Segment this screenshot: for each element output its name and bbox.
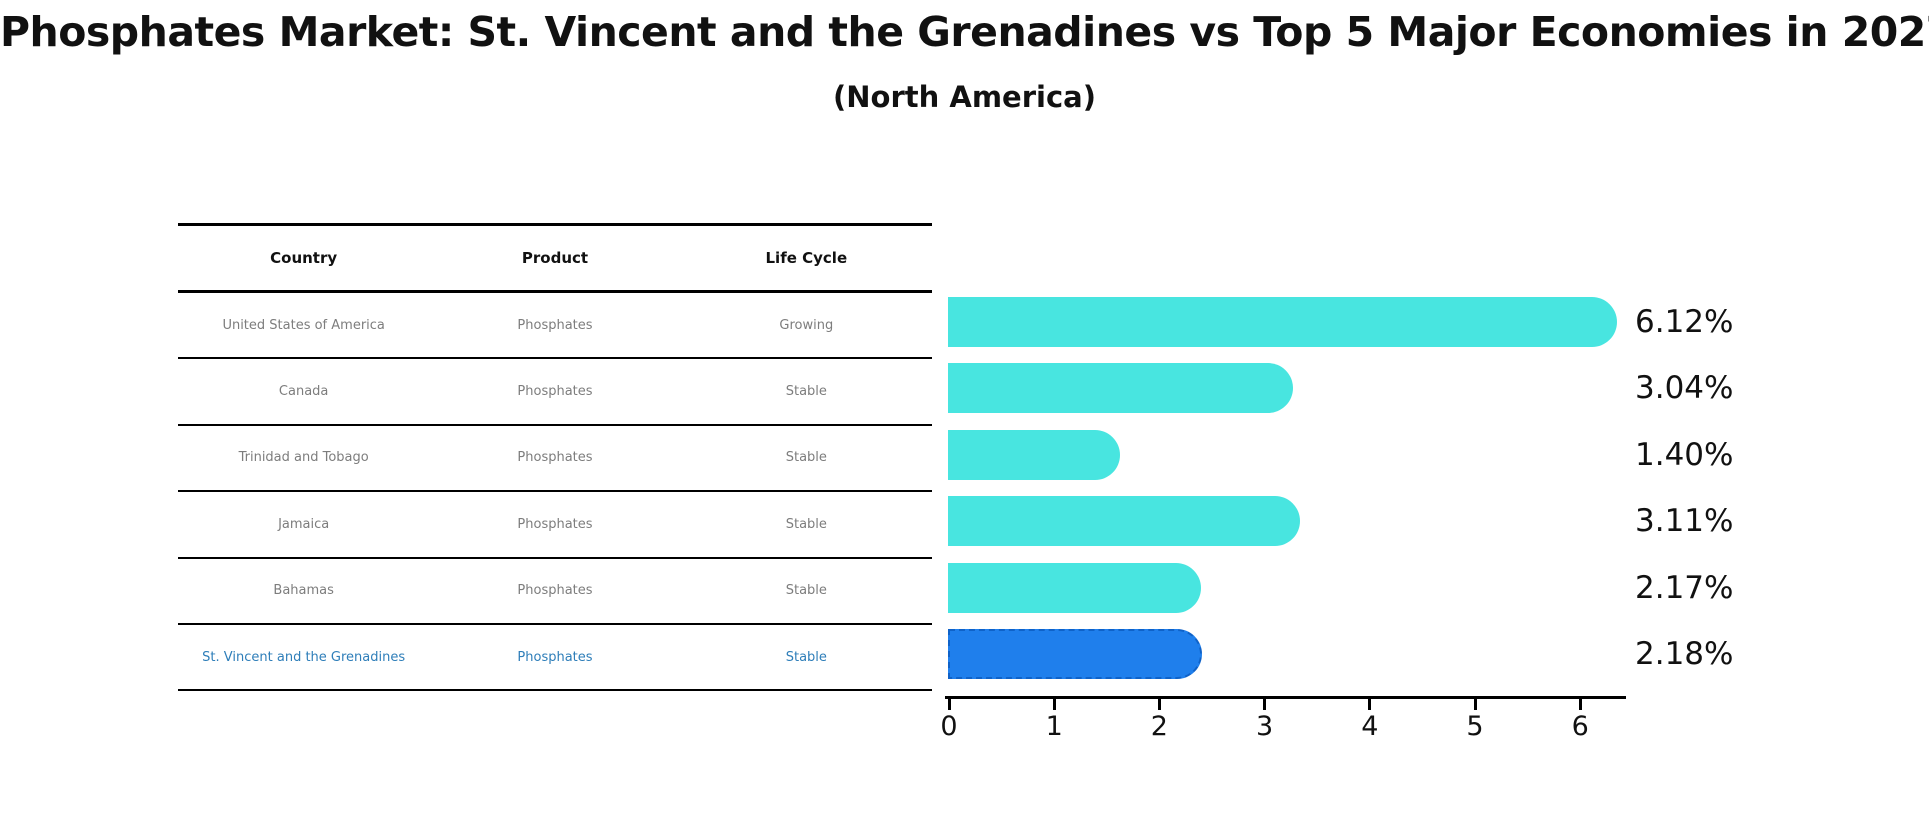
table-header-row: Country Product Life Cycle	[178, 223, 932, 293]
cell-country: Canada	[278, 384, 329, 400]
axis-tick	[1473, 699, 1477, 710]
axis-tick	[947, 699, 951, 710]
axis-tick	[1368, 699, 1372, 710]
table-row: Canada Phosphates Stable	[178, 359, 932, 426]
table-row: Bahamas Phosphates Stable	[178, 559, 932, 625]
axis-tick	[1157, 699, 1161, 710]
axis-tick-label: 2	[1150, 711, 1168, 742]
value-label: 2.17%	[1635, 569, 1734, 606]
table-row: Jamaica Phosphates Stable	[178, 492, 932, 559]
column-header-product: Product	[521, 249, 589, 267]
axis-tick-label: 5	[1466, 711, 1484, 742]
table-row: Trinidad and Tobago Phosphates Stable	[178, 426, 932, 493]
value-label: 3.11%	[1635, 503, 1734, 540]
axis-tick-label: 1	[1045, 711, 1063, 742]
chart-subtitle: (North America)	[833, 80, 1096, 114]
value-label: 1.40%	[1635, 436, 1734, 473]
bar	[948, 297, 1617, 347]
cell-product: Phosphates	[517, 583, 593, 599]
cell-country: Trinidad and Tobago	[238, 450, 369, 466]
column-header-country: Country	[270, 249, 338, 267]
cell-life-cycle: Growing	[779, 317, 834, 333]
chart-title: Phosphates Market: St. Vincent and the G…	[0, 8, 1929, 56]
cell-country: St. Vincent and the Grenadines	[202, 649, 406, 665]
column-header-life-cycle: Life Cycle	[765, 249, 848, 267]
axis-tick	[1578, 699, 1582, 710]
country-table: Country Product Life Cycle United States…	[178, 223, 932, 692]
bar	[948, 562, 1202, 613]
cell-product: Phosphates	[517, 649, 593, 665]
cell-life-cycle: Stable	[785, 516, 827, 532]
axis-tick	[1263, 699, 1267, 710]
cell-life-cycle: Stable	[785, 649, 827, 665]
value-label: 2.18%	[1635, 636, 1734, 672]
cell-life-cycle: Stable	[785, 583, 827, 599]
axis-tick	[1052, 699, 1056, 710]
bar-highlighted	[948, 629, 1203, 679]
cell-life-cycle: Stable	[785, 384, 827, 400]
axis-tick-label: 6	[1571, 711, 1589, 742]
cell-country: Bahamas	[273, 583, 334, 599]
table-row-highlighted: St. Vincent and the Grenadines Phosphate…	[178, 625, 932, 692]
cell-product: Phosphates	[517, 450, 593, 466]
cell-product: Phosphates	[517, 516, 593, 532]
axis-tick-label: 3	[1256, 711, 1274, 742]
cell-country: Jamaica	[278, 516, 330, 532]
cell-country: United States of America	[222, 317, 385, 333]
value-label: 6.12%	[1635, 304, 1734, 340]
axis-tick-label: 4	[1361, 711, 1379, 742]
bar	[948, 496, 1301, 547]
axis-tick-label: 0	[940, 711, 958, 742]
value-label: 3.04%	[1635, 370, 1734, 407]
bar	[948, 363, 1293, 414]
bar	[948, 429, 1121, 480]
cell-product: Phosphates	[517, 384, 593, 400]
cell-product: Phosphates	[517, 317, 593, 333]
table-row: United States of America Phosphates Grow…	[178, 293, 932, 360]
x-axis-line	[945, 696, 1626, 699]
cell-life-cycle: Stable	[785, 450, 827, 466]
